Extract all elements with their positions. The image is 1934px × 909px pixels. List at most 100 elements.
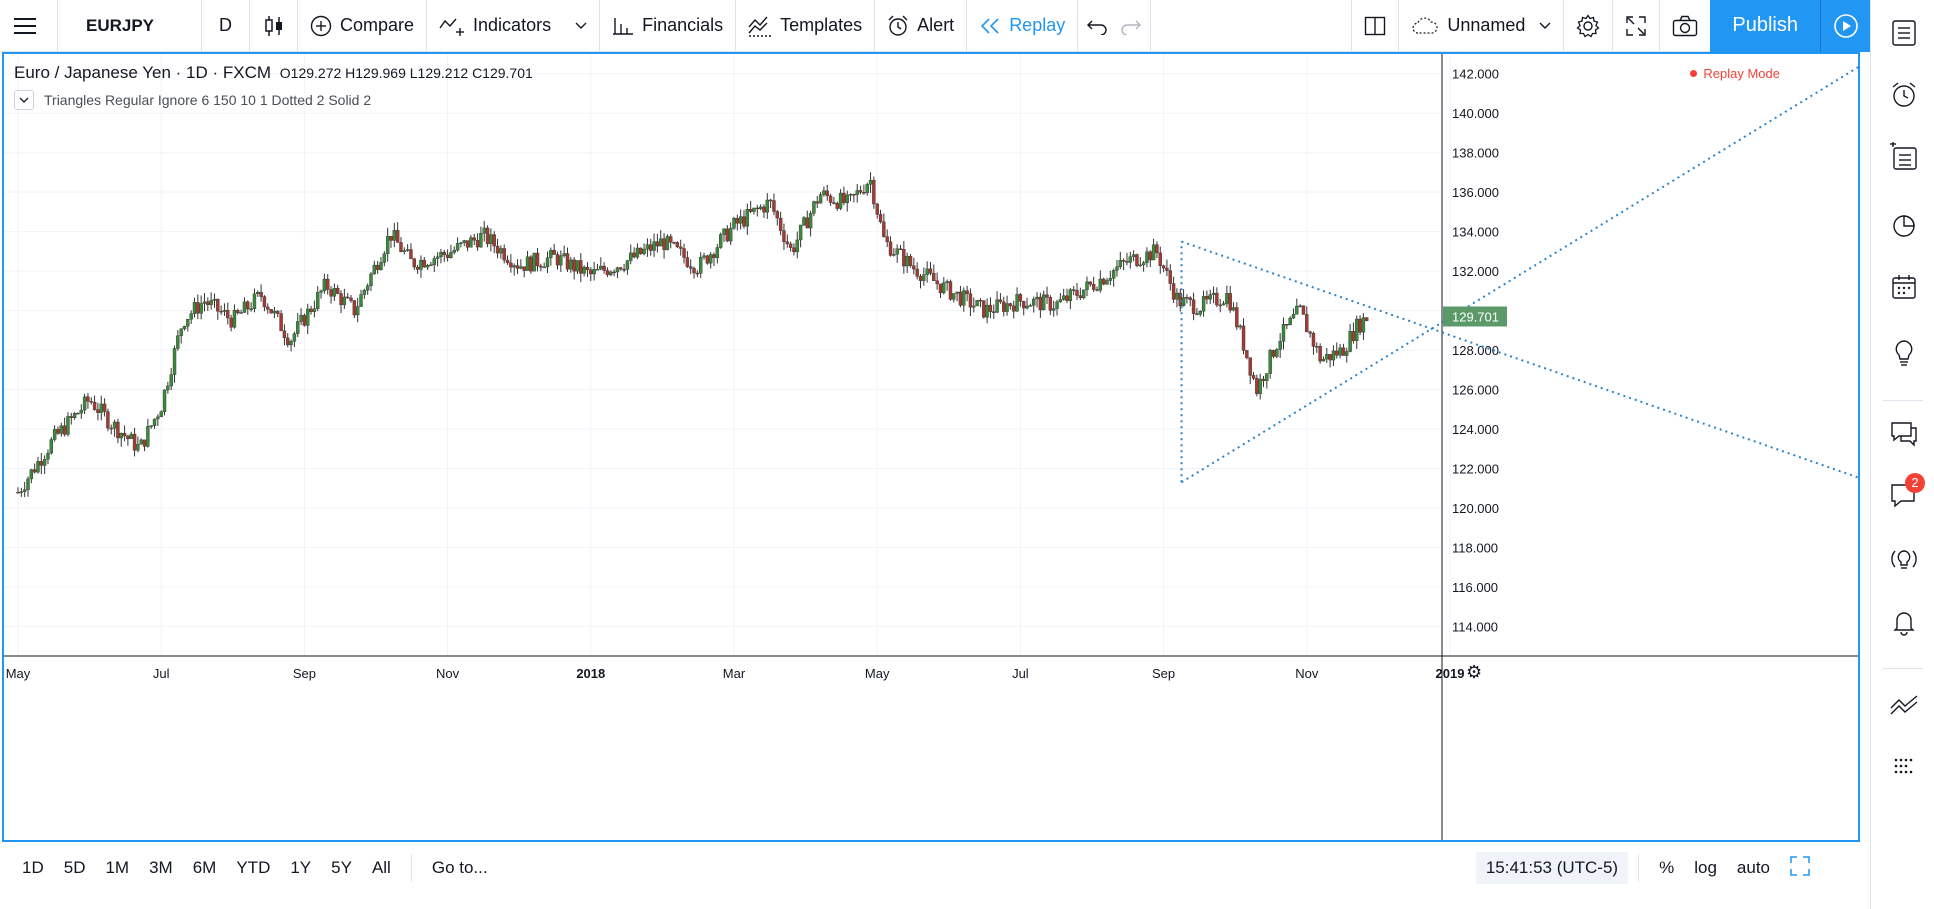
watchlist-icon[interactable] (1889, 18, 1919, 48)
candle-body (922, 274, 926, 281)
auto-toggle[interactable]: auto (1736, 858, 1770, 877)
candle-body (266, 306, 270, 310)
candle-body (139, 439, 143, 445)
candle-body (1061, 295, 1066, 300)
candle-body (755, 207, 760, 210)
chart-pane[interactable]: 142.000 140.000 138.000 136.000 134.000 132.0… (2, 52, 1860, 842)
candle-body (472, 237, 476, 241)
candle-body (102, 403, 107, 412)
candle-body (199, 303, 203, 314)
interval-button[interactable]: D (202, 0, 250, 52)
candle-body (1075, 290, 1079, 296)
candle-body (888, 241, 893, 256)
candle-body (1078, 295, 1083, 299)
candle-body (312, 308, 317, 312)
candle-body (489, 234, 493, 245)
layout-button[interactable] (1351, 0, 1400, 52)
range-6m[interactable]: 6M (192, 858, 217, 877)
alert-button[interactable]: Alert (875, 0, 968, 52)
price-chart[interactable]: 142.000 140.000 138.000 136.000 134.000 132.0… (4, 54, 1858, 840)
fullscreen-button[interactable] (1613, 0, 1661, 52)
axis-settings-gear-icon[interactable]: ⚙ (1466, 662, 1482, 683)
price-tick-label: 114.000 (1452, 619, 1498, 634)
percent-toggle[interactable]: % (1659, 858, 1675, 877)
candle-body (222, 310, 227, 312)
range-5d[interactable]: 5D (63, 858, 86, 877)
compare-button[interactable]: Compare (298, 0, 428, 52)
candle-body (379, 262, 383, 270)
hotlists-icon[interactable] (1889, 210, 1919, 240)
candle-body (66, 416, 70, 435)
range-1d[interactable]: 1D (22, 858, 44, 877)
candle-body (712, 254, 716, 258)
settings-button[interactable] (1564, 0, 1614, 52)
range-all[interactable]: All (371, 858, 391, 877)
candle-body (875, 203, 879, 215)
candle-body (1198, 311, 1202, 315)
candle-body (342, 296, 347, 306)
templates-button[interactable]: Templates (736, 0, 876, 52)
candle-body (1268, 350, 1272, 374)
menu-button[interactable] (0, 0, 58, 52)
publish-play-button[interactable] (1820, 0, 1870, 52)
dom-dots-icon[interactable] (1889, 752, 1919, 782)
chats-icon[interactable] (1889, 418, 1919, 448)
notifications-bell-icon[interactable] (1889, 607, 1919, 637)
redo-button[interactable] (1116, 0, 1152, 52)
candle-body (1271, 350, 1276, 357)
publish-button[interactable]: Publish (1710, 0, 1820, 52)
candle-body (1135, 254, 1139, 266)
candle-body (995, 299, 999, 313)
candle-body (1365, 317, 1369, 321)
clock-timezone[interactable]: 15:41:53 (UTC-5) (1475, 852, 1629, 884)
chart-style-button[interactable] (250, 0, 298, 52)
streams-icon[interactable] (1889, 545, 1919, 575)
candle-body (1208, 294, 1212, 300)
range-ytd[interactable]: YTD (236, 858, 271, 877)
candle-body (1341, 347, 1346, 356)
candle-body (698, 256, 703, 274)
candle-body (372, 264, 377, 275)
candle-body (649, 244, 653, 251)
indicators-button[interactable]: Indicators (427, 0, 601, 52)
range-5y[interactable]: 5Y (331, 858, 352, 877)
data-window-icon[interactable] (1889, 142, 1919, 172)
candle-body (452, 249, 456, 253)
candle-body (585, 266, 590, 270)
trading-panel-icon[interactable] (1889, 690, 1919, 720)
candle-body (239, 312, 243, 314)
save-layout-button[interactable]: Unnamed (1399, 0, 1565, 52)
candle-body (815, 201, 819, 204)
candle-body (908, 255, 913, 266)
candle-body (1348, 331, 1352, 352)
financials-button[interactable]: Financials (600, 0, 737, 52)
maximize-chart-button[interactable] (1780, 855, 1870, 881)
candle-body (1085, 281, 1089, 291)
gear-icon (1576, 13, 1600, 37)
range-1m[interactable]: 1M (105, 858, 130, 877)
log-toggle[interactable]: log (1694, 858, 1717, 877)
calendar-icon[interactable] (1889, 272, 1919, 302)
ideas-lightbulb-icon[interactable] (1889, 338, 1919, 368)
goto-button[interactable]: Go to... (431, 858, 488, 877)
candle-body (1018, 294, 1023, 302)
candle-body (572, 259, 576, 272)
undo-button[interactable] (1078, 0, 1116, 52)
range-3m[interactable]: 3M (149, 858, 173, 877)
candle-body (1228, 293, 1232, 311)
snapshot-button[interactable] (1660, 0, 1710, 52)
candle-body (898, 248, 903, 250)
undo-icon (1087, 20, 1107, 35)
indicator-collapse-toggle[interactable] (14, 90, 34, 110)
price-tick-label: 128.000 (1452, 343, 1499, 358)
candle-body (445, 254, 450, 258)
candle-body (186, 318, 190, 327)
replay-button[interactable]: Replay (967, 0, 1079, 52)
alerts-clock-icon[interactable] (1889, 80, 1919, 110)
candle-body (1218, 304, 1222, 307)
candle-body (539, 265, 543, 268)
candle-body (149, 425, 153, 427)
symbol-search[interactable]: EURJPY (58, 0, 202, 52)
range-1y[interactable]: 1Y (290, 858, 312, 877)
candle-body (332, 288, 337, 297)
